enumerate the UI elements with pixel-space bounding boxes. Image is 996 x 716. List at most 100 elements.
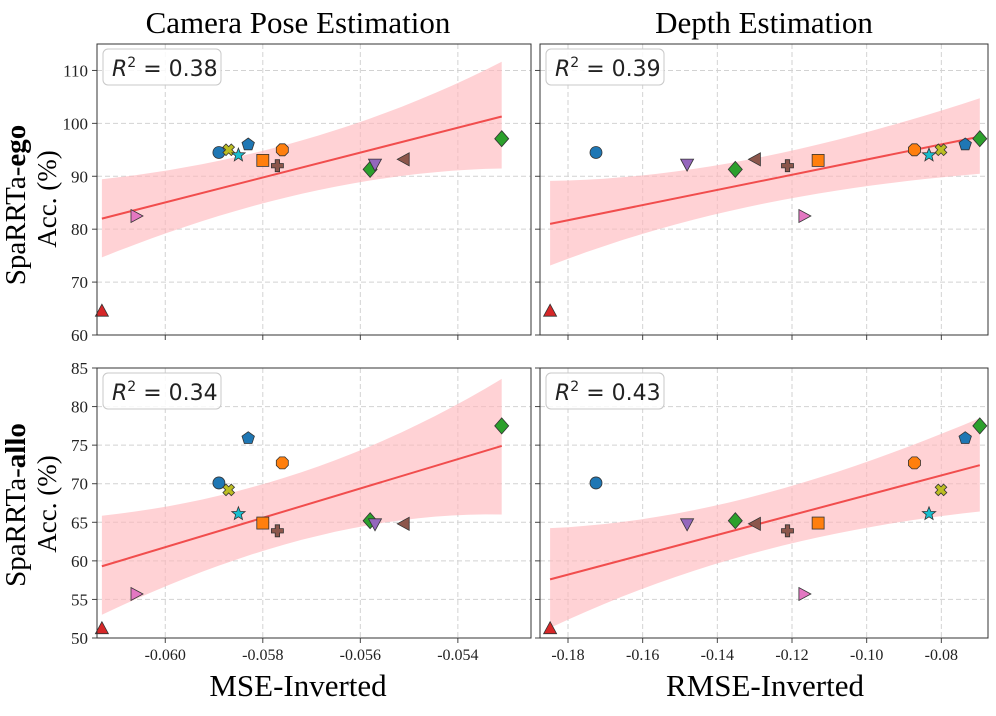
row-label-top: SpaRRTa-ego: [0, 125, 32, 286]
data-point-diamond: [494, 130, 510, 148]
data-point-pentagon: [958, 137, 972, 151]
data-point-star: [921, 505, 937, 521]
r2-label: R2 = 0.34: [112, 379, 218, 406]
x-tick-label: -0.056: [340, 647, 381, 664]
y-tick-label: 80: [71, 220, 88, 239]
y-tick-label: 50: [71, 629, 88, 648]
x-tick-label: -0.08: [925, 647, 958, 664]
y-axis-label-top: Acc. (%): [32, 150, 62, 247]
regression-line: [101, 444, 503, 568]
panel-frame: [96, 367, 532, 639]
r2-box: [102, 372, 222, 410]
data-point-triangle-right: [130, 208, 144, 224]
data-point-plus: [781, 524, 794, 538]
data-point-pentagon: [241, 431, 255, 444]
data-point-x: [934, 483, 948, 497]
data-point-triangle-down: [679, 158, 695, 172]
data-point-triangle-up: [94, 303, 110, 317]
data-point-circle: [212, 476, 226, 490]
data-point-x: [934, 143, 948, 157]
r2-box: [102, 48, 222, 86]
data-point-plus: [270, 524, 284, 538]
r2-box: [545, 372, 665, 410]
data-point-plus: [781, 159, 794, 173]
data-point-triangle-down: [679, 518, 695, 532]
data-point-octagon: [908, 143, 921, 157]
panel-allo-depth: -0.18 -0.16 -0.14 -0.12 -0.10 -0.08 R2 = 0.43: [535, 367, 989, 664]
data-point-star: [230, 146, 247, 162]
data-point-triangle-left: [396, 516, 410, 531]
r2-label: R2 = 0.39: [555, 55, 661, 82]
data-point-square: [811, 153, 825, 167]
data-point-triangle-right: [130, 586, 144, 602]
panel-allo-camera-pose: -0.060 -0.058 -0.056 -0.054 50 55 60 65 70 75 80 85…: [71, 359, 532, 664]
y-tick-label: 75: [71, 436, 88, 455]
data-point-square: [811, 516, 825, 530]
data-point-triangle-up: [94, 620, 110, 635]
x-tick-label: -0.10: [850, 647, 883, 664]
data-point-octagon: [275, 456, 289, 470]
y-tick-label: 85: [71, 359, 88, 378]
confidence-band: [101, 61, 502, 258]
data-point-octagon: [908, 456, 921, 470]
data-point-triangle-right: [798, 586, 812, 602]
data-point-triangle-down: [367, 158, 383, 172]
data-point-triangle-up: [542, 303, 558, 317]
r2-label: R2 = 0.43: [555, 379, 661, 406]
x-tick-label: -0.16: [626, 647, 659, 664]
data-point-octagon: [275, 143, 289, 157]
panel-ego-camera-pose: 60 70 80 90 100 110 R2 = 0.38: [63, 43, 532, 345]
regression-line: [549, 464, 981, 581]
x-tick-label: -0.054: [437, 647, 478, 664]
data-point-circle: [589, 476, 603, 490]
panel-frame: [539, 43, 989, 336]
x-tick-label: -0.18: [551, 647, 584, 664]
data-point-x: [222, 483, 236, 497]
y-tick-label: 110: [63, 61, 88, 80]
data-point-plus: [270, 159, 284, 173]
regression-line: [101, 115, 502, 220]
data-point-pentagon: [241, 137, 255, 151]
data-point-triangle-up: [542, 620, 558, 635]
x-tick-label: -0.058: [242, 647, 283, 664]
x-tick-label: -0.060: [145, 647, 186, 664]
r2-box: [545, 48, 665, 86]
y-tick-label: 55: [71, 590, 88, 609]
data-point-triangle-left: [396, 152, 410, 167]
confidence-band: [101, 378, 502, 615]
r2-label: R2 = 0.38: [112, 55, 218, 82]
y-tick-label: 60: [71, 326, 88, 345]
data-point-diamond: [727, 512, 743, 530]
data-point-diamond: [727, 160, 743, 179]
column-title-right: Depth Estimation: [655, 5, 873, 40]
x-axis-label-left: MSE-Inverted: [209, 668, 387, 703]
data-point-star: [230, 505, 247, 521]
y-tick-label: 80: [71, 398, 88, 417]
y-axis-label-bottom: Acc. (%): [32, 455, 62, 552]
panel-frame: [539, 367, 989, 639]
data-point-star: [921, 147, 937, 162]
y-tick-label: 90: [71, 167, 88, 186]
panel-frame: [96, 43, 532, 336]
data-point-triangle-left: [747, 152, 761, 167]
data-point-diamond: [494, 417, 510, 435]
x-tick-label: -0.14: [701, 647, 734, 664]
data-point-square: [256, 153, 270, 167]
panel-ego-depth: R2 = 0.39: [535, 43, 989, 340]
y-tick-label: 100: [63, 114, 89, 133]
y-tick-label: 70: [71, 475, 88, 494]
row-label-bottom: SpaRRTa-allo: [0, 423, 32, 587]
data-point-diamond: [972, 130, 988, 148]
data-point-square: [256, 516, 270, 530]
x-axis-label-right: RMSE-Inverted: [666, 668, 865, 703]
y-tick-label: 60: [71, 552, 88, 571]
data-point-pentagon: [958, 431, 972, 444]
y-tick-label: 65: [71, 513, 88, 532]
x-tick-label: -0.12: [775, 647, 808, 664]
column-title-left: Camera Pose Estimation: [146, 5, 451, 40]
data-point-triangle-right: [798, 208, 812, 224]
data-point-circle: [589, 146, 603, 159]
confidence-band: [550, 98, 980, 266]
y-tick-label: 70: [71, 273, 88, 292]
